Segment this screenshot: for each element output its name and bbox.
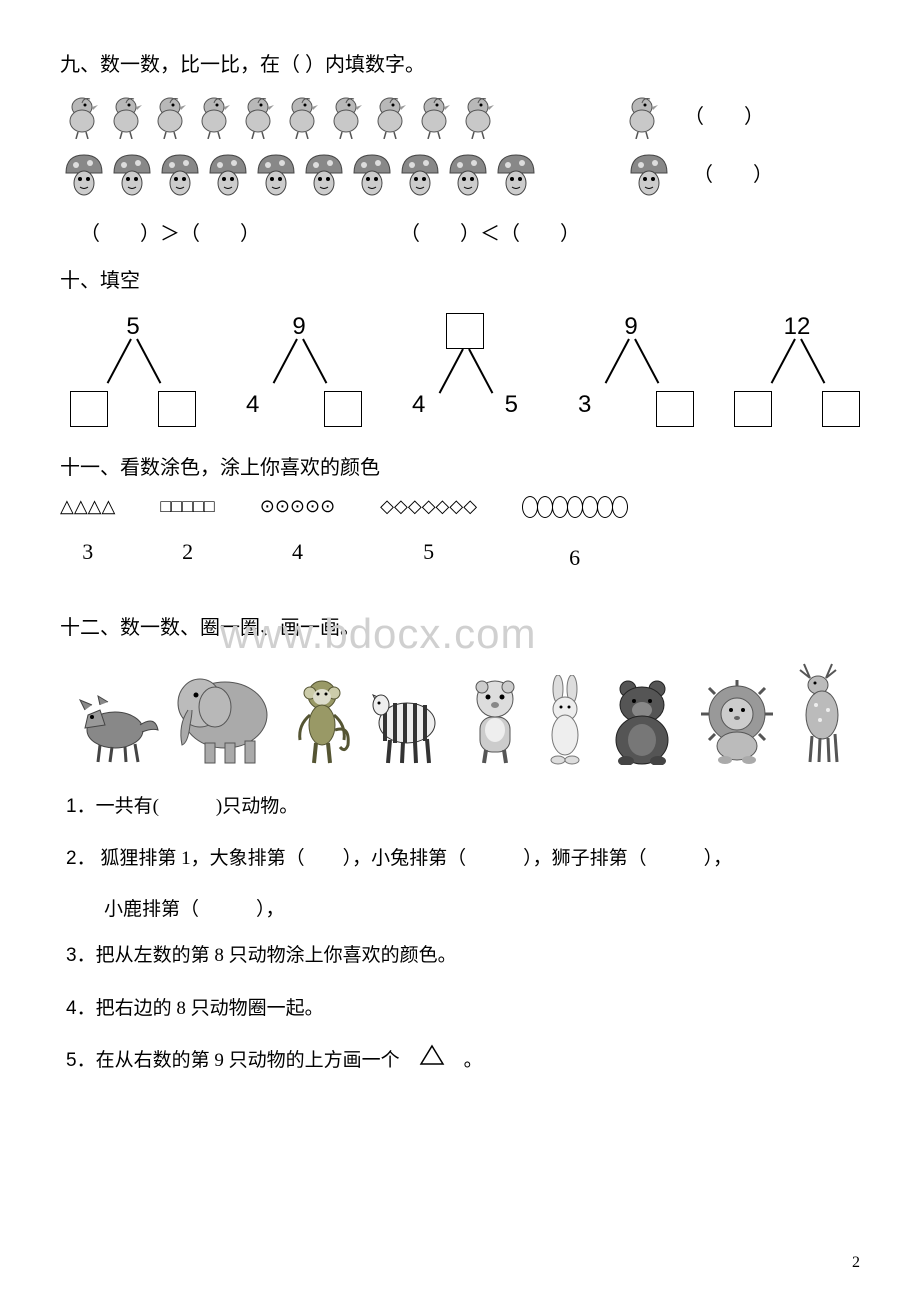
q9-paren-bird: （ ） bbox=[684, 100, 764, 129]
bond-bl-num: 4 bbox=[412, 391, 425, 419]
bird-icon bbox=[192, 89, 236, 139]
shape-line: ⊙⊙⊙⊙⊙ bbox=[260, 496, 335, 517]
tiger-icon bbox=[460, 675, 530, 770]
shape-group: 6 bbox=[522, 496, 627, 571]
q12-list: 1．一共有( )只动物。 2． 狐狸排第 1，大象排第（ ），小兔排第（ ），狮子… bbox=[60, 790, 860, 1078]
bird-icon bbox=[148, 89, 192, 139]
bird-icon bbox=[456, 89, 500, 139]
shape-num: 5 bbox=[380, 539, 477, 565]
shape-num: 4 bbox=[260, 539, 335, 565]
q9-bird-row: （ ） bbox=[60, 89, 860, 139]
q12-item: 2． 狐狸排第 1，大象排第（ ），小兔排第（ ），狮子排第（ ）， bbox=[60, 842, 860, 876]
rabbit-icon bbox=[540, 675, 590, 770]
shape-group: □□□□□ 2 bbox=[160, 496, 214, 565]
mushroom-icon bbox=[156, 147, 204, 197]
wolf-icon bbox=[70, 690, 160, 770]
bird-row-main bbox=[60, 89, 500, 139]
shape-line: □□□□□ bbox=[160, 496, 214, 517]
mushroom-icon bbox=[300, 147, 348, 197]
bird-icon bbox=[324, 89, 368, 139]
shape-num: 6 bbox=[522, 545, 627, 571]
number-bond: 45 bbox=[402, 313, 528, 433]
shape-num: 2 bbox=[160, 539, 214, 565]
mushroom-icon bbox=[108, 147, 156, 197]
mushroom-icon bbox=[348, 147, 396, 197]
bird-icon bbox=[104, 89, 148, 139]
bond-top-box bbox=[446, 313, 484, 349]
bird-icon bbox=[60, 89, 104, 139]
monkey-icon bbox=[290, 675, 355, 770]
triangle-icon bbox=[419, 1044, 445, 1078]
bond-br-num: 5 bbox=[505, 391, 518, 419]
q9-compare-lt: （ ）＜（ ） bbox=[400, 217, 580, 246]
q9-mushroom-row: （ ） bbox=[60, 147, 860, 197]
page-number: 2 bbox=[852, 1254, 860, 1272]
bird-icon-single bbox=[620, 89, 664, 139]
bonds-row: 594459312 bbox=[70, 313, 860, 433]
shape-num: 3 bbox=[60, 539, 115, 565]
bird-icon bbox=[236, 89, 280, 139]
shape-group: ◇◇◇◇◇◇◇ 5 bbox=[380, 496, 477, 565]
bird-icon bbox=[368, 89, 412, 139]
shapes-row: △△△△ 3 □□□□□ 2 ⊙⊙⊙⊙⊙ 4 ◇◇◇◇◇◇◇ 5 6 bbox=[60, 496, 860, 571]
bond-top-num: 9 bbox=[624, 313, 637, 341]
bird-icon bbox=[280, 89, 324, 139]
lion-icon bbox=[695, 680, 780, 770]
q9-compare-gt: （ ）＞（ ） bbox=[80, 217, 260, 246]
bond-bl-num: 3 bbox=[578, 391, 591, 419]
q12-item: 5．在从右数的第 9 只动物的上方画一个 。 bbox=[60, 1044, 860, 1079]
bond-top-num: 9 bbox=[292, 313, 305, 341]
bear-icon bbox=[600, 675, 685, 770]
q12-sub: 小鹿排第（ ）， bbox=[60, 894, 860, 921]
shape-group: △△△△ 3 bbox=[60, 496, 115, 565]
deer-icon bbox=[790, 660, 850, 770]
shape-group: ⊙⊙⊙⊙⊙ 4 bbox=[260, 496, 335, 565]
mushroom-icon bbox=[396, 147, 444, 197]
bond-top-num: 12 bbox=[784, 313, 811, 341]
shape-line bbox=[522, 496, 627, 523]
q12-item: 3．把从左数的第 8 只动物涂上你喜欢的颜色。 bbox=[60, 939, 860, 973]
bond-bl-num: 4 bbox=[246, 391, 259, 419]
q9-paren-mushroom: （ ） bbox=[693, 158, 773, 187]
q12-item: 4．把右边的 8 只动物圈一起。 bbox=[60, 992, 860, 1026]
mushroom-icon bbox=[492, 147, 540, 197]
mushroom-row-main bbox=[60, 147, 540, 197]
number-bond: 93 bbox=[568, 313, 694, 433]
bond-br-box bbox=[822, 391, 860, 427]
watermark-text: www.bdocx.com bbox=[220, 610, 536, 658]
number-bond: 12 bbox=[734, 313, 860, 433]
bond-top-num: 5 bbox=[126, 313, 139, 341]
animals-row bbox=[60, 660, 860, 770]
q9-title: 九、数一数，比一比，在（ ）内填数字。 bbox=[60, 48, 860, 77]
mushroom-icon bbox=[204, 147, 252, 197]
q10-title: 十、填空 bbox=[60, 264, 860, 293]
bird-icon bbox=[412, 89, 456, 139]
number-bond: 94 bbox=[236, 313, 362, 433]
bond-br-box bbox=[656, 391, 694, 427]
mushroom-icon bbox=[252, 147, 300, 197]
q9-compare-row: （ ）＞（ ） （ ）＜（ ） bbox=[80, 217, 860, 246]
mushroom-icon bbox=[444, 147, 492, 197]
number-bond: 5 bbox=[70, 313, 196, 433]
mushroom-icon bbox=[60, 147, 108, 197]
zebra-icon bbox=[365, 675, 450, 770]
shape-line: ◇◇◇◇◇◇◇ bbox=[380, 496, 477, 517]
q11-title: 十一、看数涂色，涂上你喜欢的颜色 bbox=[60, 451, 860, 480]
bond-bl-box bbox=[70, 391, 108, 427]
bond-br-box bbox=[158, 391, 196, 427]
bond-bl-box bbox=[734, 391, 772, 427]
bond-br-box bbox=[324, 391, 362, 427]
q12-item: 1．一共有( )只动物。 bbox=[60, 790, 860, 824]
shape-line: △△△△ bbox=[60, 496, 115, 517]
mushroom-icon-single bbox=[625, 147, 673, 197]
elephant-icon bbox=[170, 665, 280, 770]
